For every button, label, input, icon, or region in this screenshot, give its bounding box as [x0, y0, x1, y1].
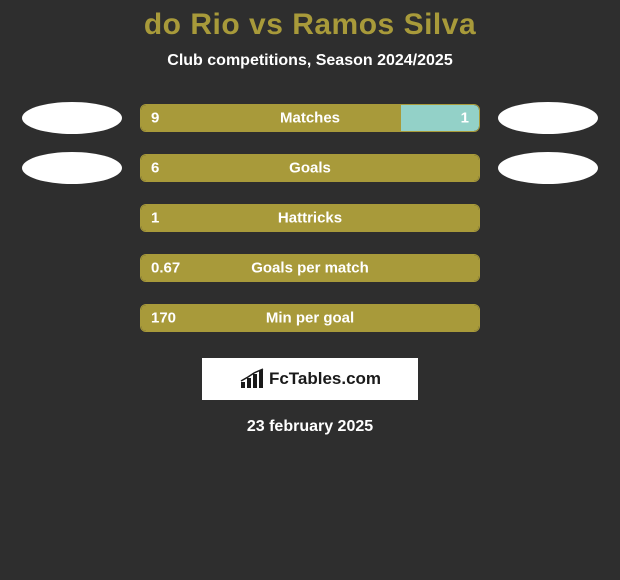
stat-bar: 0.67 Goals per match [140, 254, 480, 282]
spacer-right [498, 302, 598, 334]
spacer-left [22, 202, 122, 234]
stat-value-left: 6 [151, 160, 159, 177]
stat-bar-left-fill [141, 105, 401, 131]
infographic-container: do Rio vs Ramos Silva Club competitions,… [0, 0, 620, 436]
stat-value-left: 9 [151, 110, 159, 127]
stat-row: 6 Goals [0, 152, 620, 184]
stat-rows: 9 1 Matches 6 Goals 1 Hattricks 0.67 Goals per m… [0, 102, 620, 334]
stat-label: Goals per match [251, 260, 369, 277]
stat-label: Matches [280, 110, 340, 127]
stat-row: 170 Min per goal [0, 302, 620, 334]
chart-icon [239, 368, 265, 390]
stat-value-left: 0.67 [151, 260, 180, 277]
stat-row: 9 1 Matches [0, 102, 620, 134]
branding-text: FcTables.com [269, 369, 381, 389]
stat-label: Min per goal [266, 310, 354, 327]
stat-label: Hattricks [278, 210, 342, 227]
player-badge-left [22, 152, 122, 184]
spacer-left [22, 252, 122, 284]
spacer-right [498, 202, 598, 234]
spacer-left [22, 302, 122, 334]
stat-bar: 9 1 Matches [140, 104, 480, 132]
date-label: 23 february 2025 [0, 418, 620, 436]
stat-bar: 1 Hattricks [140, 204, 480, 232]
stat-value-left: 1 [151, 210, 159, 227]
player-badge-right [498, 152, 598, 184]
page-title: do Rio vs Ramos Silva [0, 8, 620, 42]
stat-bar: 6 Goals [140, 154, 480, 182]
branding-badge: FcTables.com [202, 358, 418, 400]
stat-row: 1 Hattricks [0, 202, 620, 234]
player-badge-left [22, 102, 122, 134]
spacer-right [498, 252, 598, 284]
player-badge-right [498, 102, 598, 134]
stat-row: 0.67 Goals per match [0, 252, 620, 284]
stat-label: Goals [289, 160, 331, 177]
stat-value-left: 170 [151, 310, 176, 327]
page-subtitle: Club competitions, Season 2024/2025 [0, 52, 620, 70]
stat-value-right: 1 [461, 110, 469, 127]
stat-bar: 170 Min per goal [140, 304, 480, 332]
